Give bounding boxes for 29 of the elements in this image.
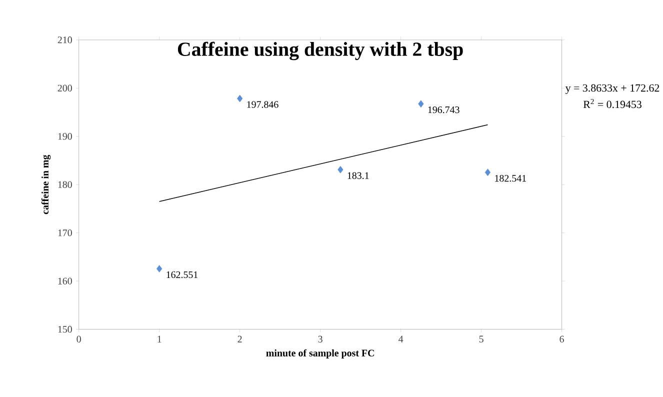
y-tick-label: 180 xyxy=(58,181,72,188)
x-tick-label: 0 xyxy=(76,336,81,342)
x-tick-label: 1 xyxy=(158,336,162,342)
data-label: 182.541 xyxy=(495,174,526,182)
y-tick-label: 150 xyxy=(58,326,72,333)
x-tick-label: 6 xyxy=(560,336,564,342)
data-label: 197.846 xyxy=(247,101,278,108)
point xyxy=(338,166,344,174)
y-tick-label: 160 xyxy=(58,278,72,284)
x-tick-label: 3 xyxy=(318,336,322,342)
data-label: 183.1 xyxy=(348,172,369,179)
data-label: 162.551 xyxy=(166,271,198,278)
point xyxy=(418,100,424,108)
point xyxy=(237,94,243,102)
y-tick-label: 190 xyxy=(58,132,72,140)
x-tick-label: 4 xyxy=(398,336,404,342)
text: y = 3.8633x + 172.62 xyxy=(565,84,660,94)
x-tick-label: 2 xyxy=(238,336,242,342)
y-tick-label: 200 xyxy=(58,84,72,92)
point xyxy=(156,265,162,272)
point xyxy=(484,168,491,176)
y-tick-label: 170 xyxy=(58,229,72,236)
x-axis-title: minute of sample post FC xyxy=(266,349,374,358)
text: R$^{2}$ = 0.19453 xyxy=(583,98,642,108)
y-tick-label: 210 xyxy=(58,36,72,44)
x-tick-label: 5 xyxy=(479,336,484,342)
data-label: 196.743 xyxy=(428,106,460,114)
y-axis-title: caffeine in mg xyxy=(41,154,51,214)
chart-title: Caffeine using density with 2 tbsp xyxy=(178,42,463,60)
